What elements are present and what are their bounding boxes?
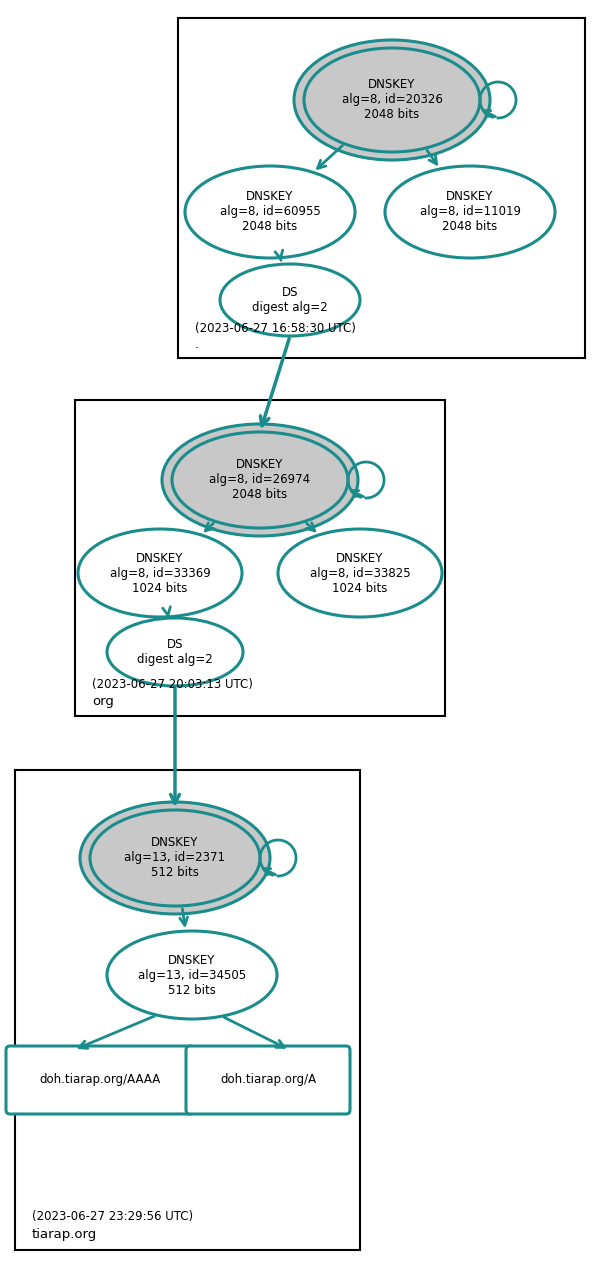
Text: org: org	[92, 695, 114, 708]
Text: tiarap.org: tiarap.org	[32, 1228, 97, 1241]
Text: .: .	[195, 337, 199, 351]
Ellipse shape	[90, 810, 260, 906]
Text: (2023-06-27 16:58:30 UTC): (2023-06-27 16:58:30 UTC)	[195, 322, 356, 335]
Text: DNSKEY
alg=13, id=34505
512 bits: DNSKEY alg=13, id=34505 512 bits	[138, 953, 246, 997]
Ellipse shape	[294, 40, 490, 160]
Text: (2023-06-27 23:29:56 UTC): (2023-06-27 23:29:56 UTC)	[32, 1210, 193, 1223]
FancyBboxPatch shape	[186, 1045, 350, 1114]
Text: DNSKEY
alg=8, id=11019
2048 bits: DNSKEY alg=8, id=11019 2048 bits	[419, 190, 520, 234]
Text: DNSKEY
alg=13, id=2371
512 bits: DNSKEY alg=13, id=2371 512 bits	[125, 837, 226, 879]
Text: DNSKEY
alg=8, id=33825
1024 bits: DNSKEY alg=8, id=33825 1024 bits	[310, 552, 410, 594]
Ellipse shape	[385, 166, 555, 258]
Bar	[75, 400, 445, 716]
Text: doh.tiarap.org/A: doh.tiarap.org/A	[220, 1074, 316, 1086]
Ellipse shape	[162, 424, 358, 535]
Ellipse shape	[107, 619, 243, 686]
Text: DS
digest alg=2: DS digest alg=2	[252, 286, 328, 314]
Text: (2023-06-27 20:03:13 UTC): (2023-06-27 20:03:13 UTC)	[92, 679, 253, 691]
Bar	[178, 18, 585, 358]
Ellipse shape	[80, 803, 270, 914]
Text: DNSKEY
alg=8, id=20326
2048 bits: DNSKEY alg=8, id=20326 2048 bits	[342, 78, 442, 121]
Text: DNSKEY
alg=8, id=60955
2048 bits: DNSKEY alg=8, id=60955 2048 bits	[220, 190, 321, 234]
Ellipse shape	[304, 49, 480, 152]
Ellipse shape	[278, 529, 442, 617]
Text: doh.tiarap.org/AAAA: doh.tiarap.org/AAAA	[39, 1074, 160, 1086]
Ellipse shape	[107, 930, 277, 1019]
Ellipse shape	[220, 265, 360, 336]
Text: DS
digest alg=2: DS digest alg=2	[137, 638, 213, 666]
FancyBboxPatch shape	[6, 1045, 194, 1114]
Ellipse shape	[185, 166, 355, 258]
Ellipse shape	[78, 529, 242, 617]
Ellipse shape	[172, 432, 348, 528]
Text: DNSKEY
alg=8, id=33369
1024 bits: DNSKEY alg=8, id=33369 1024 bits	[110, 552, 211, 594]
Bar	[15, 771, 360, 1250]
Text: DNSKEY
alg=8, id=26974
2048 bits: DNSKEY alg=8, id=26974 2048 bits	[209, 459, 310, 501]
